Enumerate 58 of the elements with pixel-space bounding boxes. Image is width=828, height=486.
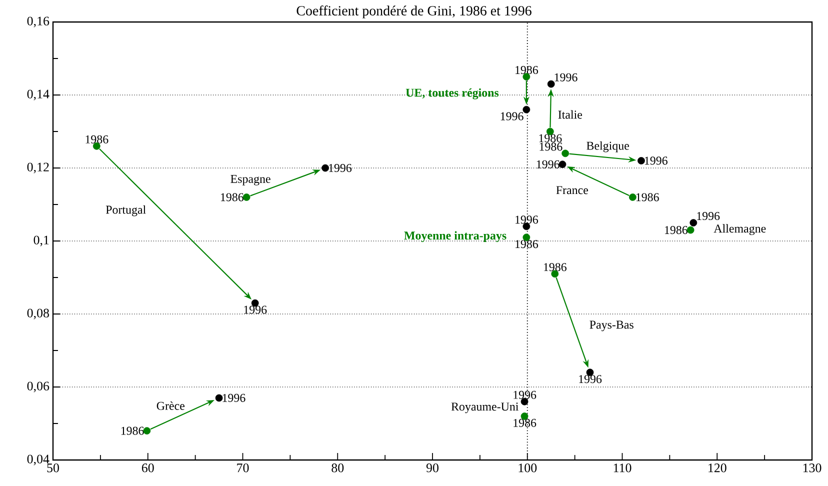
annotation: 1986	[121, 426, 144, 435]
x-tick-label: 100	[518, 464, 537, 472]
annotation: 1996	[329, 164, 352, 172]
annotation: Royaume-Uni	[451, 402, 519, 414]
y-tick-label: 0,12	[27, 162, 49, 174]
annotation: 1986	[514, 418, 536, 427]
annotation: 1996	[244, 306, 267, 314]
y-tick-label: 0,14	[27, 90, 50, 100]
y-tick-label: 0,1	[34, 236, 49, 246]
annotation: Espagne	[230, 174, 270, 186]
annotation: 1996	[554, 73, 578, 82]
annotation: Moyenne intra-pays	[404, 231, 506, 242]
annotation: 1996	[514, 390, 536, 399]
point	[629, 194, 636, 201]
x-tick-label: 110	[614, 464, 632, 472]
y-tick-label: 0,16	[27, 16, 50, 28]
point	[638, 157, 645, 164]
annotation: 1996	[222, 394, 246, 402]
annotation: 1986	[220, 193, 244, 202]
annotation: Italie	[558, 110, 582, 119]
y-tick-label: 0,08	[27, 308, 49, 320]
annotation: 1986	[516, 240, 538, 248]
point	[322, 164, 329, 172]
annotation: Grèce	[156, 401, 184, 410]
annotation: 1996	[644, 156, 668, 165]
x-tick-label: 90	[426, 464, 438, 472]
annotation: 1986	[544, 263, 566, 272]
point	[690, 219, 698, 226]
annotation: 1996	[500, 112, 524, 120]
chart-title: Coefficient pondéré de Gini, 1986 et 1996	[296, 6, 532, 18]
annotation: 1986	[665, 226, 688, 234]
x-tick-label: 60	[142, 464, 154, 472]
annotation: 1986	[539, 134, 562, 142]
annotation: UE, toutes régions	[406, 88, 499, 100]
annotation: France	[556, 186, 588, 194]
annotation: 1986	[516, 66, 538, 74]
annotation: 1986	[540, 142, 562, 151]
x-tick-label: 120	[708, 464, 726, 472]
annotation: 1996	[697, 212, 720, 220]
annotation: 1996	[536, 160, 560, 168]
annotation: 1986	[636, 193, 659, 202]
annotation: Allemagne	[714, 224, 766, 236]
annotation: 1996	[516, 216, 538, 224]
point	[562, 150, 570, 158]
annotation: 1986	[86, 135, 108, 144]
x-tick-label: 70	[237, 464, 249, 472]
annotation: Belgique	[586, 141, 630, 152]
point	[522, 106, 530, 114]
y-tick-label: 0,04	[27, 454, 50, 466]
y-tick-label: 0,06	[27, 382, 50, 392]
point	[215, 394, 223, 402]
x-tick-label: 130	[803, 464, 822, 472]
annotation: Portugal	[106, 205, 146, 216]
annotation: Pays-Bas	[590, 320, 634, 332]
point	[547, 80, 555, 88]
x-tick-label: 50	[47, 464, 59, 472]
x-tick-label: 80	[332, 464, 344, 472]
annotation: 1996	[579, 375, 602, 384]
